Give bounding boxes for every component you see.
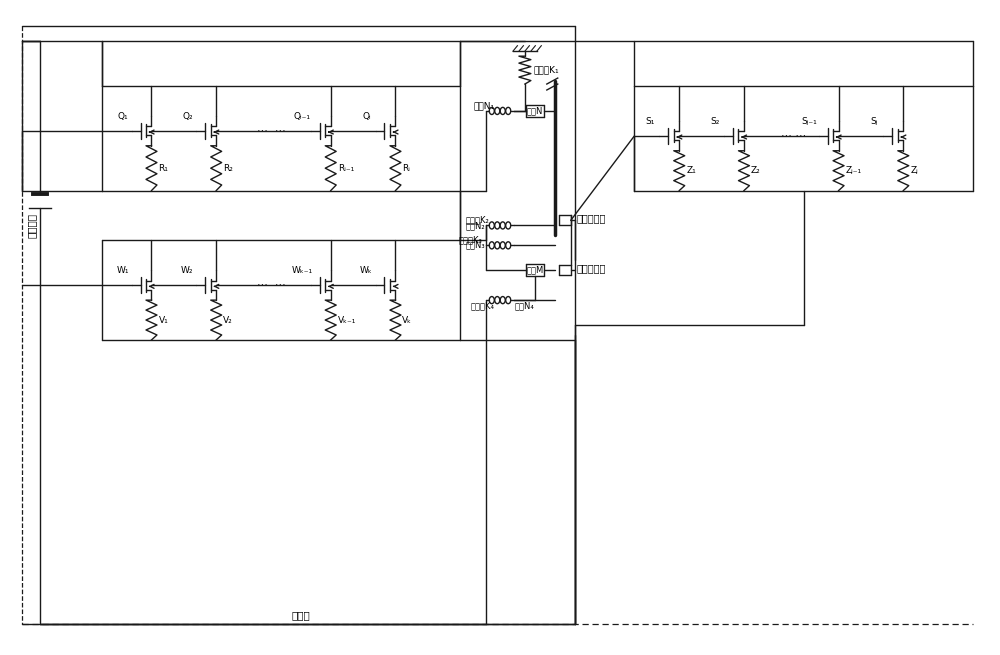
Text: 电磁鐵K₂: 电磁鐵K₂ xyxy=(465,215,489,225)
Text: Q₂: Q₂ xyxy=(182,112,193,121)
Text: 电磁鐵K₁: 电磁鐵K₁ xyxy=(534,66,559,75)
Text: Z₂: Z₂ xyxy=(751,166,761,175)
Text: W₁: W₁ xyxy=(116,266,129,275)
Text: Rᵢ: Rᵢ xyxy=(402,164,410,173)
Text: Z₁: Z₁ xyxy=(686,166,696,175)
Text: 用电端: 用电端 xyxy=(291,610,310,620)
Text: V₂: V₂ xyxy=(223,316,233,324)
Text: 第二静触点: 第二静触点 xyxy=(577,263,606,273)
Text: W₂: W₂ xyxy=(181,266,194,275)
Text: R₁: R₁ xyxy=(158,164,168,173)
Text: 电池模组: 电池模组 xyxy=(27,213,37,238)
Text: ... ...: ... ... xyxy=(781,128,806,138)
Text: V₁: V₁ xyxy=(158,316,168,324)
Text: Wₖ: Wₖ xyxy=(360,266,373,275)
Text: ...  ...: ... ... xyxy=(257,123,285,133)
Text: 第一静触点: 第一静触点 xyxy=(577,214,606,223)
Text: Vₖ: Vₖ xyxy=(402,316,412,324)
Text: Rᵢ₋₁: Rᵢ₋₁ xyxy=(338,164,354,173)
Text: 线圈N₁: 线圈N₁ xyxy=(473,102,494,111)
Text: Qᵢ₋₁: Qᵢ₋₁ xyxy=(293,112,310,121)
Text: 电磁鐵K₄: 电磁鐵K₄ xyxy=(470,301,494,310)
Text: Zⱼ: Zⱼ xyxy=(910,166,918,175)
Text: 线圈N₃: 线圈N₃ xyxy=(465,241,485,250)
Text: ...  ...: ... ... xyxy=(257,277,285,287)
Text: Vₖ₋₁: Vₖ₋₁ xyxy=(338,316,356,324)
Text: Qᵢ: Qᵢ xyxy=(362,112,371,121)
Text: Q₁: Q₁ xyxy=(117,112,128,121)
Text: 电磁鐵K₃: 电磁鐵K₃ xyxy=(458,235,482,244)
Text: 线圈N₂: 线圈N₂ xyxy=(465,221,485,230)
Text: S₁: S₁ xyxy=(646,117,655,126)
Text: R₂: R₂ xyxy=(223,164,233,173)
Text: Sⱼ: Sⱼ xyxy=(871,117,878,126)
Text: 线圈N₄: 线圈N₄ xyxy=(515,301,535,310)
Text: Wₖ₋₁: Wₖ₋₁ xyxy=(291,266,312,275)
Text: 衡鐵N: 衡鐵N xyxy=(527,106,543,115)
Text: S₂: S₂ xyxy=(710,117,720,126)
Text: Sⱼ₋₁: Sⱼ₋₁ xyxy=(802,117,818,126)
Text: Zⱼ₋₁: Zⱼ₋₁ xyxy=(846,166,862,175)
Text: 衡鐵M: 衡鐵M xyxy=(526,266,543,274)
